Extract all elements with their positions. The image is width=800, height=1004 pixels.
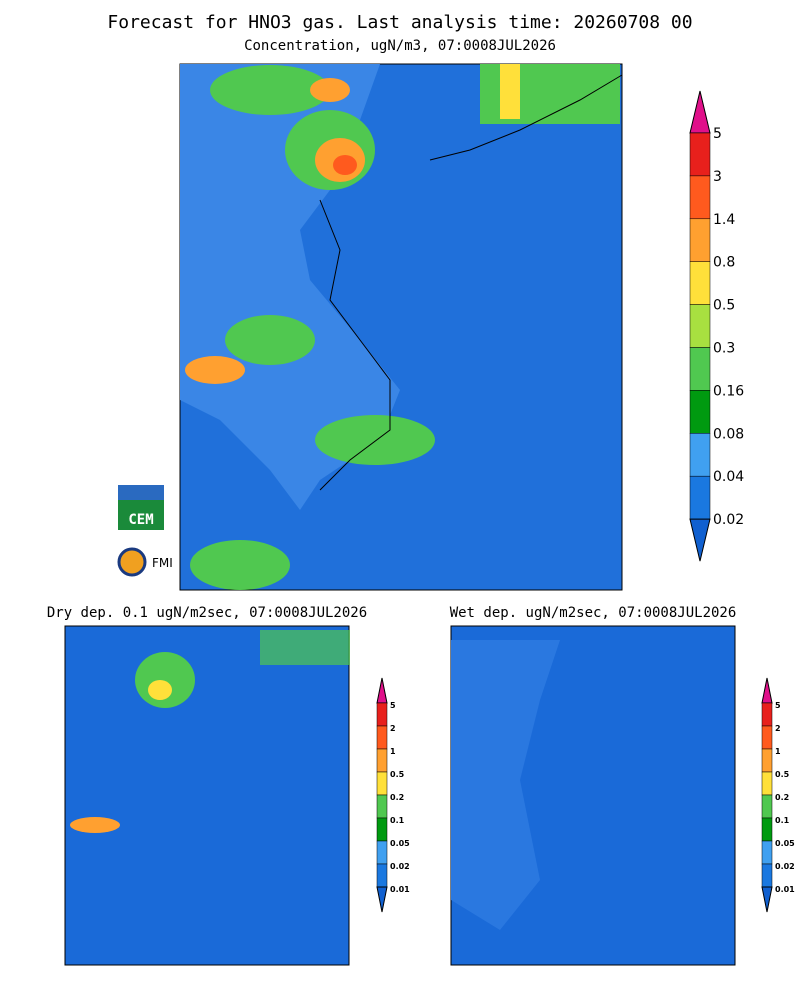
colorbar-label: 1 [390, 747, 396, 756]
colorbar-label: 0.8 [713, 255, 735, 271]
title: Forecast for HNO3 gas. Last analysis tim… [107, 12, 692, 33]
colorbar-label: 0.2 [775, 793, 789, 802]
colorbar-label: 0.04 [713, 469, 744, 485]
colorbar-segment [689, 433, 711, 477]
map-dry [64, 625, 350, 966]
colorbar-segment [761, 702, 773, 727]
subtitle: Concentration, ugN/m3, 07:0008JUL2026 [244, 38, 556, 54]
colorbar-label: 0.02 [390, 862, 410, 871]
cem-logo: CEM [118, 485, 164, 530]
colorbar-label: 2 [390, 724, 396, 733]
colorbar-top [376, 677, 388, 704]
colorbar-bottom [376, 886, 388, 913]
colorbar-top [689, 90, 711, 134]
colorbar-label: 3 [713, 169, 722, 185]
colorbar-segment [761, 771, 773, 796]
colorbar-segment [761, 725, 773, 750]
colorbar-segment [376, 840, 388, 865]
colorbar-label: 0.01 [390, 885, 410, 894]
cem-text: CEM [128, 512, 153, 528]
colorbar-label: 1.4 [713, 212, 735, 228]
colorbar-label: 0.02 [713, 512, 744, 528]
colorbar-segment [689, 261, 711, 305]
colorbar-label: 5 [775, 701, 781, 710]
colorbar-label: 0.16 [713, 383, 744, 399]
colorbar-segment [376, 725, 388, 750]
colorbar-label: 0.1 [775, 816, 790, 825]
colorbar-segment [376, 817, 388, 842]
colorbar-label: 0.5 [713, 298, 735, 314]
colorbar-segment [376, 863, 388, 888]
colorbar-label: 0.02 [775, 862, 795, 871]
colorbar-top [761, 677, 773, 704]
colorbar-label: 1 [775, 747, 781, 756]
colorbar-segment [376, 748, 388, 773]
fmi-text: FMI [152, 556, 173, 570]
colorbar-label: 0.05 [775, 839, 795, 848]
colorbar-segment [689, 304, 711, 348]
colorbar-segment [376, 794, 388, 819]
colorbar-segment [376, 771, 388, 796]
colorbar-label: 0.05 [390, 839, 410, 848]
colorbar-label: 0.2 [390, 793, 404, 802]
colorbar-label: 5 [390, 701, 396, 710]
main-map [179, 63, 623, 591]
colorbar-segment [689, 475, 711, 520]
colorbar-label: 0.5 [775, 770, 790, 779]
colorbar-bottom [689, 518, 711, 562]
colorbar-segment [689, 132, 711, 177]
colorbar-segment [761, 863, 773, 888]
colorbar-label: 2 [775, 724, 781, 733]
colorbar-segment [689, 347, 711, 391]
colorbar-segment [689, 175, 711, 220]
colorbar-label: 5 [713, 126, 722, 142]
colorbar-label: 0.01 [775, 885, 795, 894]
colorbar-segment [761, 794, 773, 819]
colorbar-label: 0.08 [713, 426, 744, 442]
colorbar-label: 0.5 [390, 770, 405, 779]
colorbar-label: 0.3 [713, 341, 735, 357]
colorbar-segment [689, 218, 711, 262]
colorbar-segment [376, 702, 388, 727]
colorbar-bottom [761, 886, 773, 913]
colorbar-label: 0.1 [390, 816, 405, 825]
panel-title: Wet dep. ugN/m2sec, 07:0008JUL2026 [450, 605, 737, 621]
colorbar-segment [761, 748, 773, 773]
colorbar-segment [689, 390, 711, 434]
map-wet [450, 625, 736, 966]
fmi-logo: FMI [117, 547, 173, 577]
colorbar-segment [761, 817, 773, 842]
panel-title: Dry dep. 0.1 ugN/m2sec, 07:0008JUL2026 [47, 605, 367, 621]
colorbar-segment [761, 840, 773, 865]
